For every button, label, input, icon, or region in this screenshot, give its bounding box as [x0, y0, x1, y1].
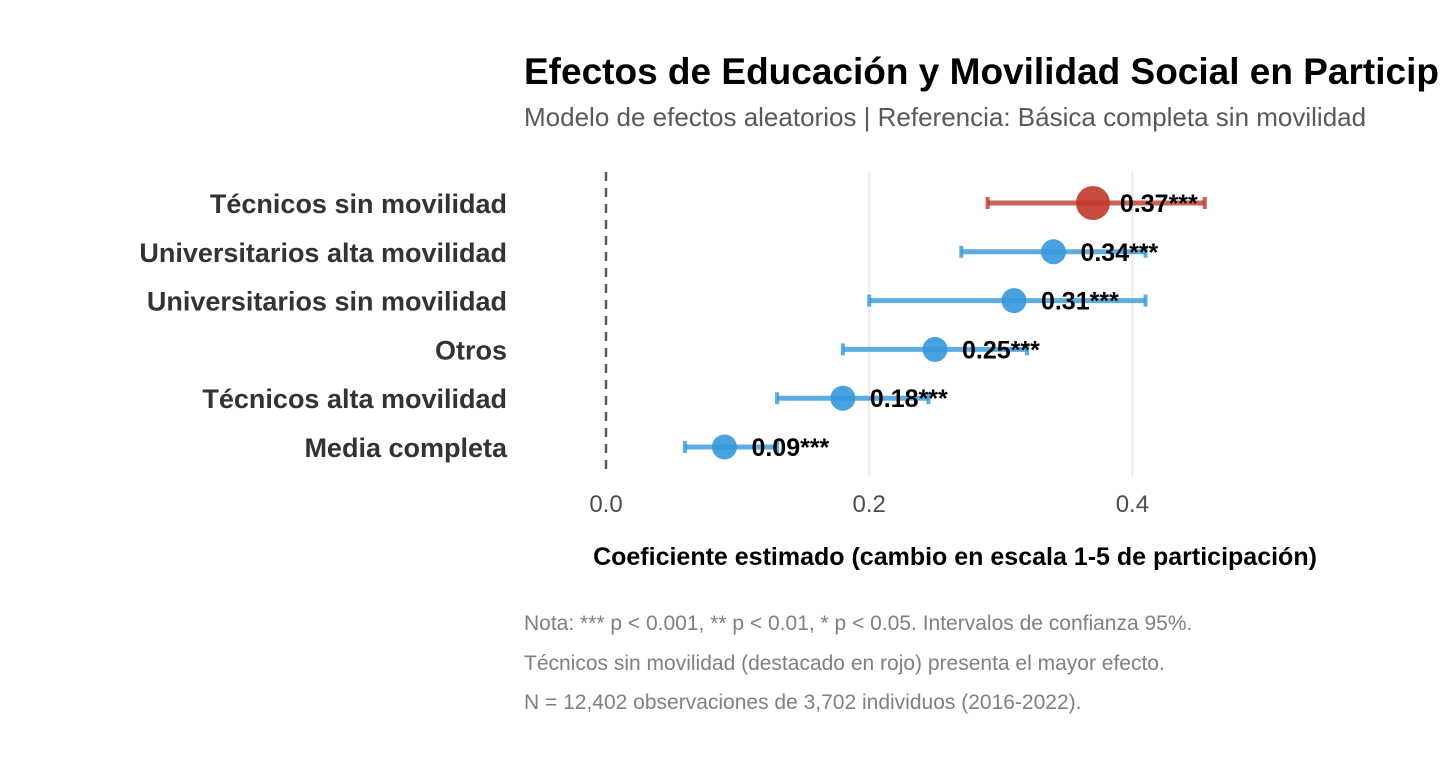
- grid-layer: [868, 172, 1134, 476]
- value-label-layer: 0.37*** 0.34*** 0.31***0.25*** 0.18*** 0.09*…: [751, 190, 1198, 462]
- x-axis-title: Coeficiente estimado (cambio en escala 1…: [593, 543, 1317, 571]
- value-label-1: 0.34***: [1080, 239, 1158, 267]
- category-label-4: Técnicos alta movilidad: [202, 384, 507, 414]
- value-label-5: 0.09***: [751, 434, 829, 462]
- category-label-layer: Técnicos sin movilidad Universitarios alt…: [139, 189, 508, 463]
- category-label-1: Universitarios alta movilidad: [139, 238, 507, 268]
- note-line-2: Técnicos sin movilidad (destacado en roj…: [524, 652, 1165, 675]
- point-estimate-0: [1075, 186, 1110, 220]
- chart-subtitle: Modelo de efectos aleatorios | Referenci…: [524, 102, 1366, 132]
- x-tick-label-2: 0.4: [1116, 491, 1149, 518]
- point-estimate-1: [1040, 239, 1066, 265]
- category-label-5: Media completa: [304, 433, 508, 463]
- chart-title: Efectos de Educación y Movilidad Social …: [524, 51, 1440, 92]
- category-label-3: Otros: [435, 335, 507, 365]
- point-estimate-2: [1001, 288, 1027, 314]
- x-tick-label-0: 0.0: [589, 491, 622, 518]
- x-tick-label-1: 0.2: [853, 491, 886, 518]
- value-label-3: 0.25***: [962, 336, 1040, 364]
- confidence-interval-layer: [682, 197, 1207, 453]
- point-estimate-4: [830, 385, 856, 411]
- point-estimate-5: [711, 434, 737, 460]
- note-line-1: Nota: *** p < 0.001, ** p < 0.01, * p < …: [524, 612, 1192, 635]
- category-label-2: Universitarios sin movilidad: [147, 287, 507, 317]
- point-estimate-layer: [711, 186, 1110, 460]
- value-label-0: 0.37***: [1120, 190, 1198, 218]
- x-tick-label-layer: 0.0 0.2 0.4: [589, 491, 1149, 518]
- category-label-0: Técnicos sin movilidad: [210, 189, 507, 219]
- value-label-4: 0.18***: [870, 385, 948, 413]
- note-line-3: N = 12,402 observaciones de 3,702 indivi…: [524, 691, 1081, 714]
- point-estimate-3: [922, 336, 948, 362]
- value-label-2: 0.31***: [1041, 288, 1119, 316]
